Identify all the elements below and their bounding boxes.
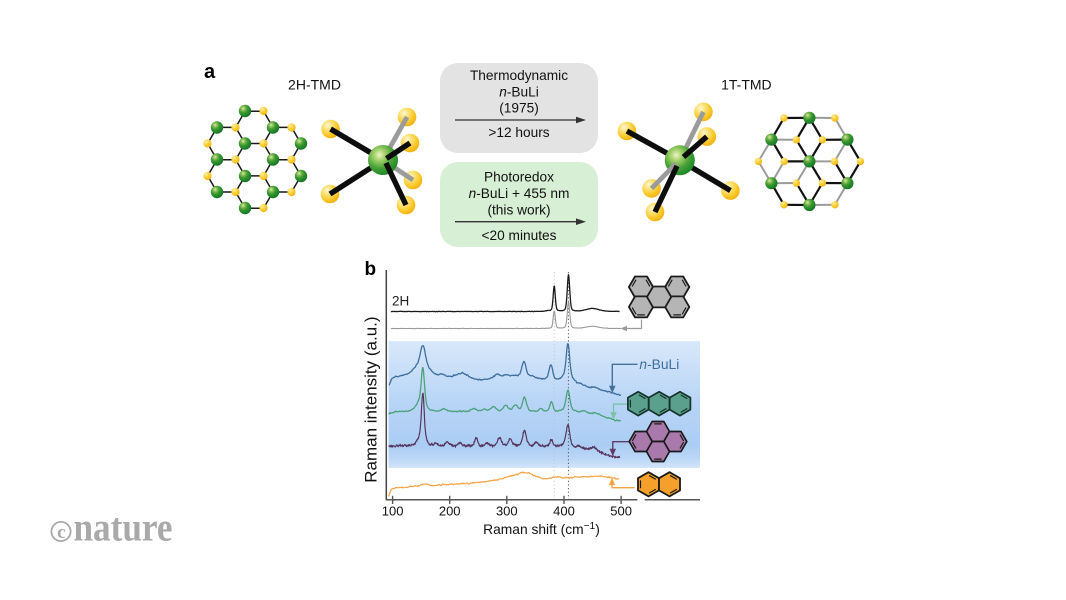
svg-text:1T-TMD: 1T-TMD bbox=[721, 77, 772, 93]
svg-text:n-BuLi: n-BuLi bbox=[499, 85, 539, 100]
svg-text:n-BuLi: n-BuLi bbox=[639, 357, 679, 372]
svg-text:a: a bbox=[204, 61, 216, 83]
svg-text:c: c bbox=[57, 522, 65, 543]
svg-text:Raman intensity (a.u.): Raman intensity (a.u.) bbox=[362, 316, 381, 482]
svg-text:300: 300 bbox=[496, 503, 518, 518]
svg-text:100: 100 bbox=[382, 503, 404, 518]
svg-text:<20 minutes: <20 minutes bbox=[482, 228, 557, 243]
svg-text:2H-TMD: 2H-TMD bbox=[288, 77, 341, 93]
svg-text:2H: 2H bbox=[392, 294, 409, 309]
svg-text:(1975): (1975) bbox=[499, 101, 539, 116]
svg-text:n-BuLi + 455 nm: n-BuLi + 455 nm bbox=[469, 186, 570, 201]
svg-text:400: 400 bbox=[553, 503, 575, 518]
svg-text:>12 hours: >12 hours bbox=[488, 125, 549, 140]
svg-text:Raman shift (cm−1): Raman shift (cm−1) bbox=[483, 521, 600, 537]
svg-text:b: b bbox=[365, 259, 377, 280]
svg-text:200: 200 bbox=[439, 503, 461, 518]
svg-text:nature: nature bbox=[74, 505, 173, 550]
svg-text:Photoredox: Photoredox bbox=[484, 170, 554, 185]
svg-text:Thermodynamic: Thermodynamic bbox=[470, 68, 568, 83]
svg-text:(this work): (this work) bbox=[487, 202, 550, 217]
svg-text:500: 500 bbox=[610, 503, 632, 518]
